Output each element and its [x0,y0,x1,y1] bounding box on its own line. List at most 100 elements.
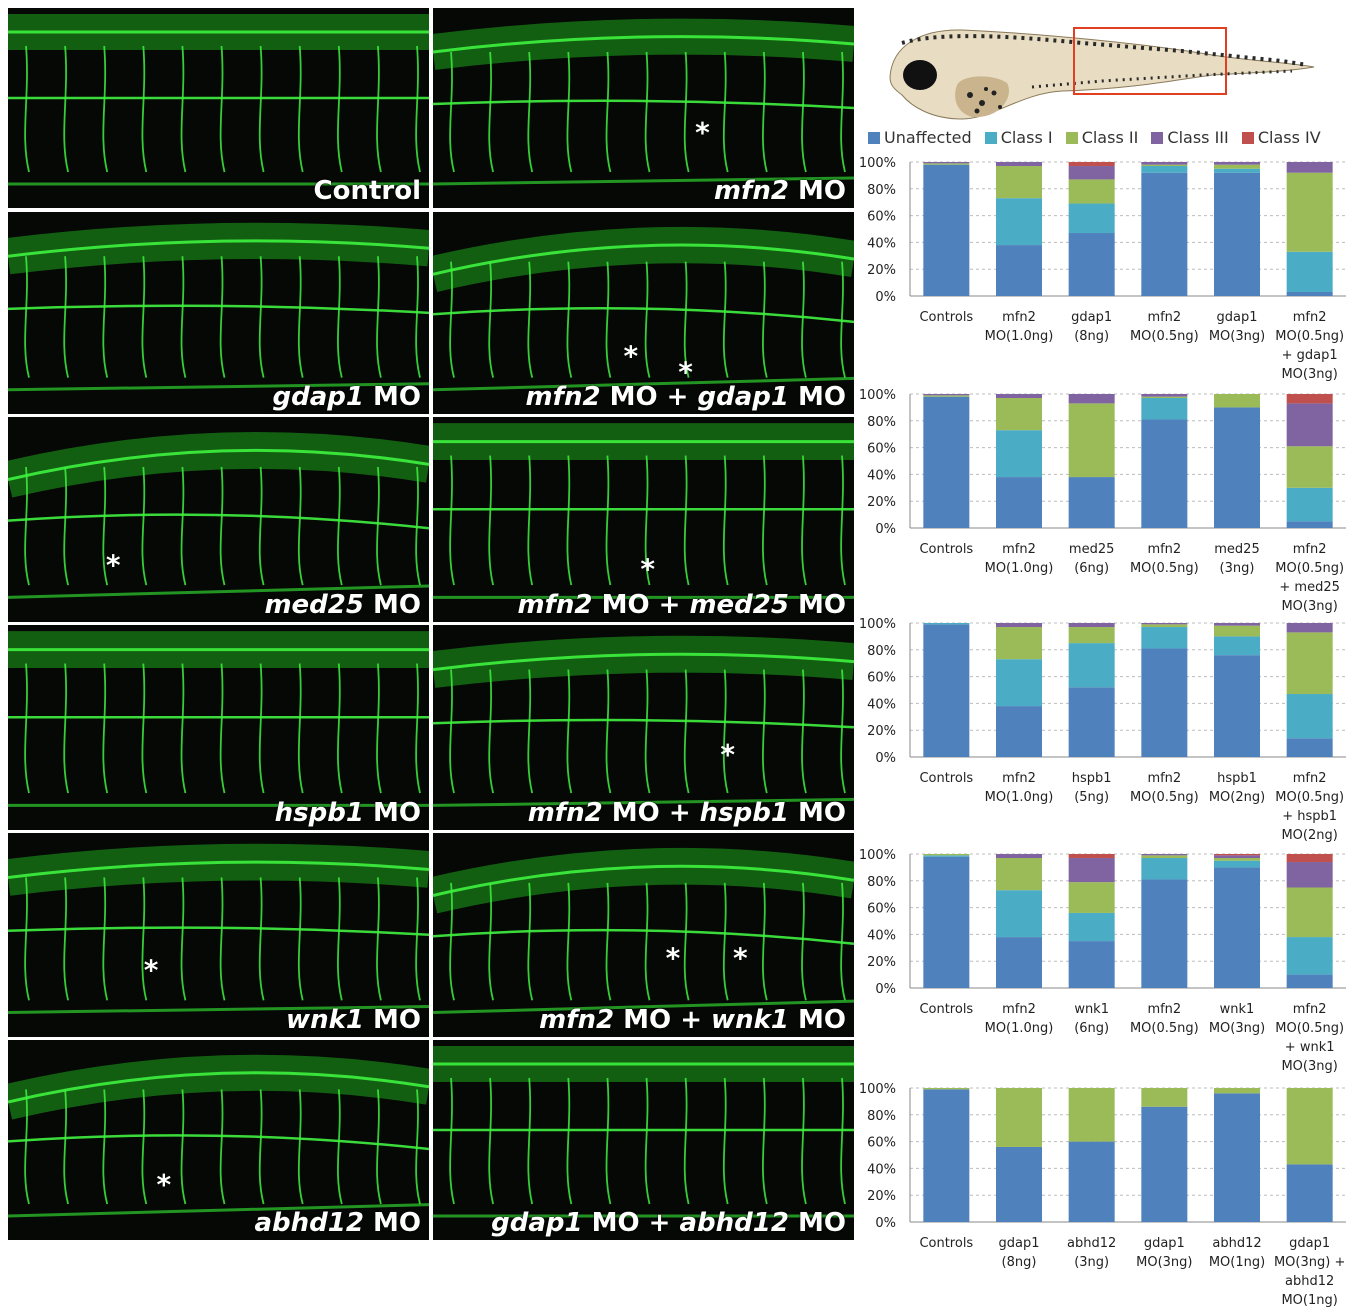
bar-segment [996,1146,1042,1222]
fluorescence-image [8,222,429,392]
chart-plot: 100% 80% 60% 40% 20% 0% [859,848,1346,997]
microscopy-panel: * mfn2 MO + hspb1 MO [433,625,854,830]
bar-segment [1141,624,1188,628]
panel-label-part: MO + [600,382,698,412]
bar-segment [996,1088,1042,1147]
bar-segment [923,1088,970,1090]
bar-segment [1286,937,1333,975]
bar-segment [1214,867,1260,988]
panel-label-part: mfn2 [525,382,601,412]
x-tick-label: Controls [919,542,974,557]
x-tick-label: mfn2 MO(0.5ng) + hspb1 MO(2ng) [1275,771,1345,843]
y-tick-label: 40% [867,468,896,483]
legend-item-unaffected: Unaffected [868,128,972,147]
legend-swatch [984,131,997,144]
y-tick-label: 20% [867,724,896,739]
bar-segment [1286,854,1333,863]
microscopy-panel: * * mfn2 MO + wnk1 MO [433,833,854,1037]
panel-label-part: mfn2 [539,1005,615,1035]
bar-segment [1286,446,1333,488]
bar-segment [996,623,1042,628]
x-tick-label: mfn2 MO(0.5ng) [1129,310,1199,344]
x-tick-label: wnk1 (6ng) [1074,1002,1110,1036]
bar-segment [1141,394,1188,397]
panel-label: mfn2 MO [714,176,846,206]
bar-segment [1286,291,1333,296]
x-tick-label: mfn2 MO(1.0ng) [984,771,1054,805]
bar-segment [996,198,1042,246]
x-tick-label: hspb1 MO(2ng) [1208,771,1266,805]
bar-segment [1214,407,1260,528]
bar-segment [1068,162,1115,167]
panel-label-part: MO [788,1005,846,1035]
legend-item-class-ii: Class II [1065,128,1139,147]
asterisk-marker: * [678,356,693,389]
bar-segment [1214,164,1260,169]
panel-label-part: MO [363,798,421,828]
y-tick-label: 20% [867,1189,896,1204]
bar-segment [996,430,1042,478]
x-tick-label: med25 (6ng) [1068,542,1115,576]
legend-swatch [1241,131,1254,144]
bar-segment [996,477,1042,528]
bar-segment [1214,162,1260,165]
bar-segment [1141,166,1188,173]
bar-segment [1141,398,1188,420]
bar-segment [1141,855,1188,859]
bar-segment [1068,643,1115,688]
panel-label-part: MO [788,382,846,412]
y-tick-label: 40% [867,236,896,251]
bar-segment [1068,203,1115,234]
bar-segment [1141,627,1188,649]
bar-segment [923,854,970,856]
x-tick-label: gdap1 MO(3ng) [1136,1236,1193,1270]
bar-segment [1141,164,1188,167]
x-tick-label: mfn2 MO(0.5ng) + med25 MO(3ng) [1275,542,1345,614]
bar-segment [1214,860,1260,868]
panel-label-part: MO + [614,1005,712,1035]
y-tick-label: 20% [867,495,896,510]
chart-plot: 100% 80% 60% 40% 20% 0% [859,388,1346,537]
fluorescence-image: * [8,431,429,599]
bar-segment [1214,655,1260,757]
y-tick-label: 0% [875,290,896,305]
bar-segment [1068,179,1115,204]
bar-segment [1068,1088,1115,1142]
y-tick-label: 60% [867,902,896,917]
y-tick-label: 100% [859,1082,896,1097]
panel-label-part: MO + [602,798,700,828]
bar-segment [1214,625,1260,637]
bar-segment [1286,632,1333,695]
bar-segment [1214,1093,1260,1222]
bar-segment [1286,162,1333,173]
panel-label-part: wnk1 [286,1005,364,1035]
bar-segment [1068,403,1115,478]
bar-segment [1214,623,1260,626]
panel-label: abhd12 MO [255,1208,422,1238]
legend-label: Class III [1167,128,1229,147]
microscopy-panel: Control [8,8,429,208]
y-tick-label: 60% [867,671,896,686]
asterisk-marker: * [666,941,681,974]
panel-label-part: MO [363,1005,421,1035]
panel-label-part: wnk1 [711,1005,789,1035]
y-tick-label: 20% [867,263,896,278]
bar-segment [1141,858,1188,880]
asterisk-marker: * [624,339,639,372]
fluorescence-image [8,631,429,807]
legend-label: Class II [1081,128,1139,147]
legend-swatch [1065,131,1078,144]
x-tick-label: wnk1 MO(3ng) [1208,1002,1266,1036]
legend-item-class-iv: Class IV [1241,128,1321,147]
bar-segment [1214,855,1260,859]
panel-label-part: MO + [592,590,690,620]
stacked-bar-chart: 100% 80% 60% 40% 20% 0% Controls gdap1 (8ng) abh… [856,1082,1356,1308]
chart-plot: 100% 80% 60% 40% 20% 0% [859,156,1346,305]
x-tick-label: mfn2 MO(0.5ng) + gdap1 MO(3ng) [1275,310,1345,382]
y-tick-label: 0% [875,751,896,766]
bar-segment [1286,1088,1333,1165]
bar-segment [1068,627,1115,644]
bar-segment [1214,1088,1260,1094]
chart-plot: 100% 80% 60% 40% 20% 0% [859,617,1346,766]
legend-item-class-iii: Class III [1151,128,1229,147]
